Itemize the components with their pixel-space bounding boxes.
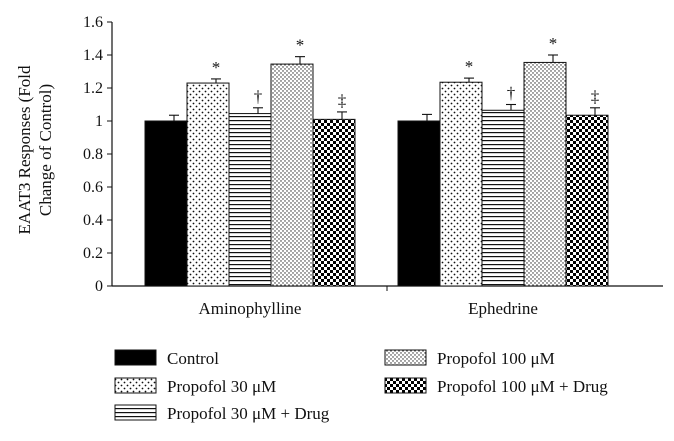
legend-label: Control	[167, 349, 219, 368]
y-tick-label: 1.4	[83, 47, 103, 64]
legend-label: Propofol 30 μM + Drug	[167, 404, 330, 423]
legend-item: Propofol 100 μM + Drug	[384, 377, 608, 396]
bar	[481, 109, 525, 287]
bar	[228, 113, 272, 287]
y-tick-label: 0.8	[83, 146, 103, 163]
bar	[312, 118, 356, 287]
bar	[523, 61, 567, 287]
legend-label: Propofol 100 μM	[437, 349, 555, 368]
legend: Control Propofol 30 μM Propofol 30 μM + Dr…	[114, 349, 608, 423]
legend-label: Propofol 30 μM	[167, 377, 276, 396]
legend-item: Propofol 30 μM	[114, 377, 276, 396]
y-tick-label: 0.6	[83, 179, 103, 196]
legend-swatch	[114, 404, 157, 421]
significance-marker: *	[296, 36, 305, 55]
significance-marker: *	[465, 57, 474, 76]
legend-swatch	[114, 377, 157, 394]
x-tick-label: Aminophylline	[199, 299, 302, 318]
bar	[144, 120, 188, 287]
significance-marker: ‡	[338, 91, 347, 110]
x-tick-label: Ephedrine	[468, 299, 538, 318]
axes: 0 0.2 0.4 0.6 0.8 1 1.2 1.4 1.6 Aminophylline Ephe…	[83, 14, 663, 318]
significance-marker: *	[549, 34, 558, 53]
y-tick-label: 1	[95, 113, 103, 130]
bar	[565, 114, 609, 287]
legend-item: Propofol 30 μM + Drug	[114, 404, 330, 423]
legend-swatch	[384, 349, 427, 366]
y-axis-label-line-2: Change of Control)	[36, 84, 55, 216]
bars: * † * ‡ * † * ‡	[144, 34, 609, 287]
significance-marker: †	[254, 87, 263, 106]
y-tick-label: 0.4	[83, 212, 103, 229]
significance-marker: †	[507, 84, 516, 103]
bar	[270, 63, 314, 287]
legend-label: Propofol 100 μM + Drug	[437, 377, 608, 396]
y-tick-label: 0.2	[83, 245, 103, 262]
y-tick-label: 1.6	[83, 14, 103, 31]
bar	[397, 120, 441, 287]
bar	[186, 82, 230, 287]
y-tick-label: 0	[95, 278, 103, 295]
y-tick-label: 1.2	[83, 80, 103, 97]
y-axis-label: EAAT3 Responses (Fold Change of Control)	[15, 65, 55, 235]
legend-swatch	[384, 377, 427, 394]
significance-marker: ‡	[591, 87, 600, 106]
legend-item: Control	[114, 349, 219, 368]
legend-item: Propofol 100 μM	[384, 349, 555, 368]
significance-marker: *	[212, 58, 221, 77]
bar	[439, 81, 483, 287]
y-axis-label-line-1: EAAT3 Responses (Fold	[15, 65, 34, 235]
legend-swatch	[114, 349, 157, 366]
